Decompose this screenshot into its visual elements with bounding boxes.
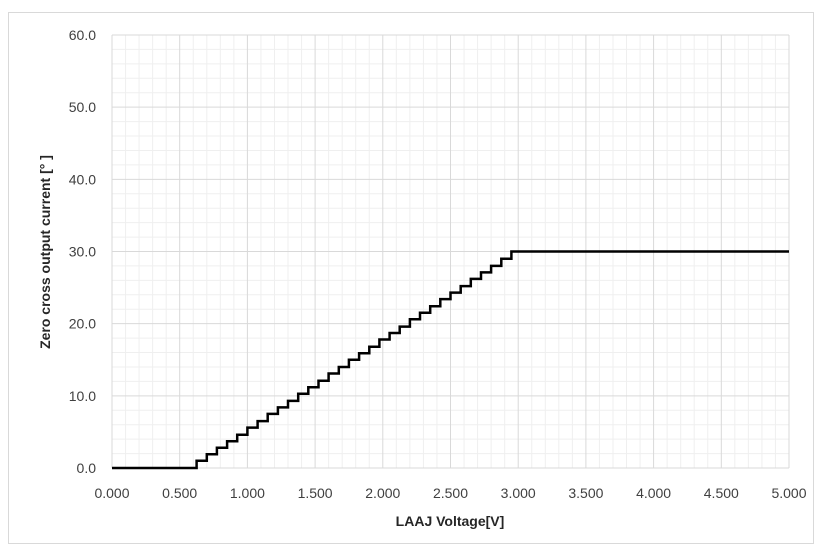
y-tick-label: 60.0 bbox=[69, 27, 96, 43]
x-tick-label: 2.500 bbox=[433, 485, 468, 501]
series-layer bbox=[112, 250, 789, 470]
x-tick-labels: 0.000 0.500 1.000 1.500 2.000 2.500 3.000 3.500… bbox=[94, 485, 806, 501]
x-tick-label: 0.000 bbox=[94, 485, 129, 501]
y-tick-labels: 0.0 10.0 20.0 30.0 40.0 50.0 60.0 bbox=[69, 27, 96, 476]
y-tick-label: 30.0 bbox=[69, 244, 96, 260]
x-tick-label: 2.000 bbox=[365, 485, 400, 501]
y-tick-label: 40.0 bbox=[69, 171, 96, 187]
chart-area-border bbox=[8, 12, 814, 544]
x-axis-title: LAAJ Voltage[V] bbox=[396, 513, 505, 529]
x-tick-label: 3.500 bbox=[568, 485, 603, 501]
x-tick-label: 4.000 bbox=[636, 485, 671, 501]
y-tick-label: 0.0 bbox=[77, 460, 97, 476]
x-tick-label: 4.500 bbox=[704, 485, 739, 501]
y-tick-label: 10.0 bbox=[69, 388, 96, 404]
x-tick-label: 1.500 bbox=[298, 485, 333, 501]
y-axis-title: Zero cross output current [° ] bbox=[37, 155, 53, 349]
y-tick-label: 20.0 bbox=[69, 316, 96, 332]
x-tick-label: 0.500 bbox=[162, 485, 197, 501]
series-line bbox=[112, 250, 789, 470]
x-tick-label: 5.000 bbox=[771, 485, 806, 501]
x-tick-label: 3.000 bbox=[501, 485, 536, 501]
y-tick-label: 50.0 bbox=[69, 99, 96, 115]
x-tick-label: 1.000 bbox=[230, 485, 265, 501]
